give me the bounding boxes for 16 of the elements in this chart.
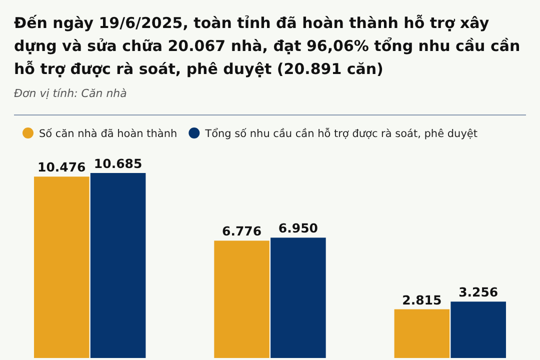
- legend-label: Tổng số nhu cầu cần hỗ trợ được rà soát, phê duyệt: [204, 127, 478, 140]
- chart-title: Đến ngày 19/6/2025, toàn tỉnh đã hoàn thành hỗ trợ xây dựng và sửa chữa 20.067 nhà, đạt 96,06% tổng nhu cầu cần hỗ trợ được rà soát, phê duyệt (20.891 căn): [14, 14, 520, 78]
- bar: [270, 238, 326, 358]
- bar: [214, 240, 270, 358]
- data-label: 2.815: [402, 292, 442, 308]
- bar: [394, 309, 450, 358]
- data-label: 6.776: [222, 224, 262, 239]
- bar: [450, 302, 506, 358]
- bar: [34, 176, 90, 358]
- data-label: 3.256: [458, 284, 498, 300]
- data-label: 6.950: [278, 220, 318, 236]
- bar: [90, 173, 146, 358]
- legend-label: Số căn nhà đã hoàn thành: [39, 128, 178, 140]
- chart-subtitle: Đơn vị tính: Căn nhà: [14, 87, 128, 100]
- data-label: 10.685: [94, 156, 142, 171]
- data-label: 10.476: [38, 160, 86, 175]
